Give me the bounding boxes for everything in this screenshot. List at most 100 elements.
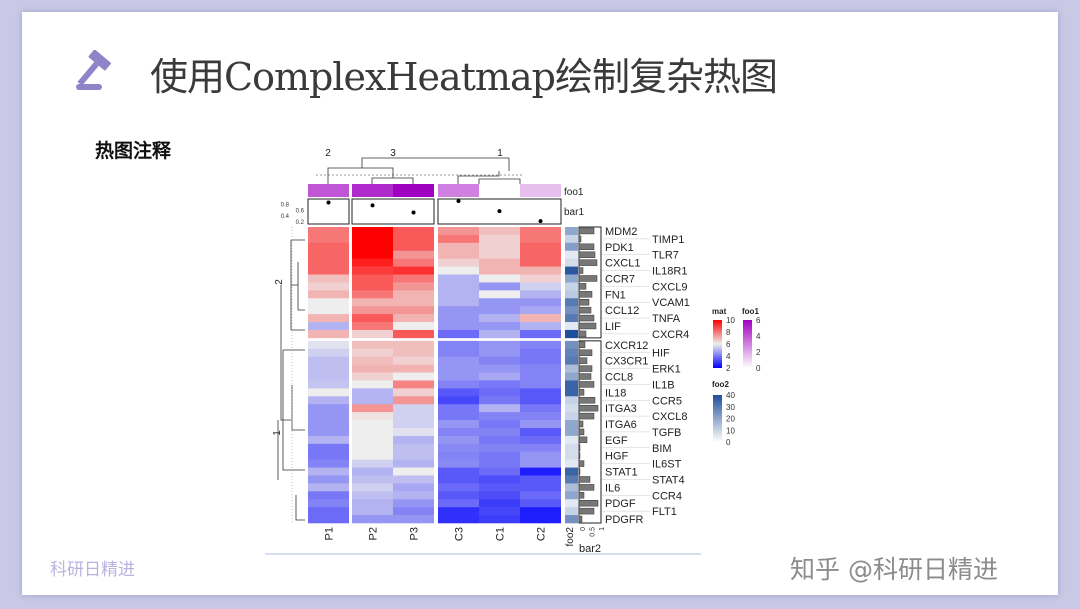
heatmap-cell <box>520 427 561 437</box>
foo2-cell <box>565 459 578 468</box>
row-label: MDM2 <box>605 226 637 238</box>
heatmap-cell <box>393 515 434 524</box>
heatmap-cell <box>308 314 349 323</box>
heatmap-cell <box>438 483 479 492</box>
bar2-tick: 0.5 <box>590 527 597 537</box>
bar2-bar <box>578 484 595 491</box>
heatmap-cell <box>352 443 393 453</box>
heatmap-cell <box>352 451 393 460</box>
bar2-bar <box>578 291 593 298</box>
heatmap-cell <box>352 258 393 267</box>
heatmap-cell <box>393 475 434 484</box>
heatmap-cell <box>393 340 434 350</box>
bar2-bar <box>578 267 584 274</box>
foo2-cell <box>565 290 578 299</box>
heatmap-cell <box>308 483 349 492</box>
row-label: CX3CR1 <box>605 356 648 368</box>
bar2-bar <box>578 404 599 412</box>
bar2-tick: 1 <box>599 527 606 531</box>
heatmap-cell <box>308 266 349 275</box>
heatmap-cell <box>479 234 520 244</box>
foo2-cell <box>565 420 578 429</box>
heatmap-cell <box>352 427 393 437</box>
heatmap-cell <box>479 266 520 275</box>
bar1-tick: 0.4 <box>281 214 290 220</box>
foo2-cell <box>565 274 578 283</box>
bar1-point <box>497 209 502 214</box>
bar2-panel <box>578 226 602 339</box>
row-label: STAT1 <box>605 467 638 479</box>
heatmap-cell <box>479 388 520 397</box>
heatmap-cell <box>520 314 561 323</box>
heatmap-cell <box>520 483 561 492</box>
heatmap-cell <box>393 314 434 323</box>
heatmap-cell <box>479 515 520 524</box>
mat-legend-tick: 10 <box>726 316 735 325</box>
heatmap-cell <box>438 322 479 331</box>
row-split-label: 1 <box>272 430 283 436</box>
foo2-cell <box>565 467 578 476</box>
heatmap-cell <box>438 250 479 259</box>
bar2-bar <box>578 314 595 322</box>
heatmap-cell <box>308 420 349 429</box>
heatmap-cell <box>438 329 479 339</box>
heatmap-cell <box>438 427 479 437</box>
foo2-cell <box>565 329 578 339</box>
foo2-cell <box>565 404 578 413</box>
bar2-bar <box>578 492 585 499</box>
heatmap-cell <box>520 499 561 508</box>
heatmap-cell <box>352 250 393 259</box>
heatmap-cell <box>393 491 434 500</box>
foo2-legend-tick: 10 <box>726 426 735 435</box>
heatmap-cell <box>352 396 393 405</box>
row-label: ERK1 <box>652 364 681 376</box>
heatmap-cell <box>308 258 349 267</box>
column-dendrogram <box>327 167 414 184</box>
foo2-cell <box>565 250 578 259</box>
foo2-cell <box>565 340 578 350</box>
bar2-bar <box>578 299 590 306</box>
row-label: IL6 <box>605 482 620 494</box>
heatmap-cell <box>520 340 561 350</box>
foo2-cell <box>565 356 578 365</box>
heatmap-cell <box>393 499 434 508</box>
foo2-cell <box>565 348 578 358</box>
row-label: CCR4 <box>652 490 682 502</box>
heatmap-cell <box>308 404 349 413</box>
heatmap-cell <box>479 412 520 421</box>
bar2-bar <box>578 499 599 507</box>
heatmap-cell <box>438 435 479 445</box>
foo1-cell <box>308 184 349 197</box>
heatmap-cell <box>520 380 561 389</box>
heatmap-cell <box>352 348 393 358</box>
heatmap-cell <box>479 507 520 516</box>
heatmap-cell <box>438 507 479 516</box>
foo1-legend-bar <box>743 320 752 368</box>
heatmap-cell <box>308 396 349 405</box>
heatmap-cell <box>438 298 479 307</box>
heatmap-cell <box>479 329 520 339</box>
watermark-left: 科研日精进 <box>50 560 135 580</box>
foo2-cell <box>565 491 578 500</box>
mat-legend-tick: 2 <box>726 364 731 373</box>
heatmap-cell <box>393 372 434 381</box>
foo1-cell <box>352 184 393 197</box>
heatmap-cell <box>393 322 434 331</box>
foo2-cell <box>565 380 578 389</box>
foo1-legend-tick: 4 <box>756 332 761 341</box>
row-label: IL18 <box>605 387 626 399</box>
heatmap-cell <box>393 356 434 365</box>
heatmap-cell <box>393 412 434 421</box>
heatmap-cell <box>479 314 520 323</box>
watermark-right: 知乎 @科研日精进 <box>790 555 998 584</box>
row-dendrogram <box>277 285 305 521</box>
heatmap-cell <box>352 364 393 373</box>
row-label: BIM <box>652 443 672 455</box>
heatmap-cell <box>352 372 393 381</box>
heatmap-cell <box>438 515 479 524</box>
heatmap-cell <box>438 388 479 397</box>
foo1-legend-title: foo1 <box>742 307 759 316</box>
heatmap-cell <box>520 372 561 381</box>
heatmap-cell <box>352 314 393 323</box>
heatmap-cell <box>438 475 479 484</box>
